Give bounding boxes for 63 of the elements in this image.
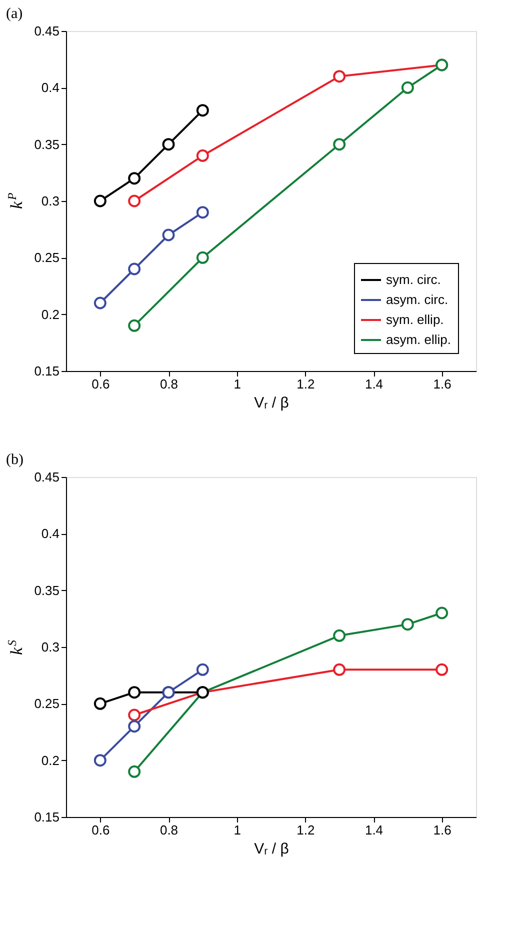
y-tick-label: 0.45 bbox=[34, 24, 60, 38]
x-tick-label: 0.8 bbox=[160, 376, 178, 392]
point bbox=[333, 70, 346, 83]
point bbox=[128, 172, 141, 185]
y-tick-label: 0.15 bbox=[34, 810, 60, 824]
y-tick-label: 0.15 bbox=[34, 364, 60, 378]
y-axis-title: kP bbox=[5, 192, 26, 209]
x-tick-label: 1.4 bbox=[364, 376, 384, 392]
point bbox=[128, 720, 141, 733]
y-tick-label: 0.4 bbox=[41, 80, 60, 96]
point bbox=[128, 262, 141, 276]
y-tick-label: 0.45 bbox=[34, 470, 60, 484]
point bbox=[196, 663, 209, 676]
x-tick-label: 1 bbox=[234, 822, 241, 838]
x-tick-label: 1 bbox=[234, 376, 241, 392]
y-tick-label: 0.3 bbox=[41, 194, 60, 208]
y-tick-label: 0.25 bbox=[34, 250, 60, 266]
point bbox=[128, 194, 141, 208]
chart-title: (a) bbox=[6, 6, 23, 22]
point bbox=[196, 104, 209, 117]
y-tick-label: 0.4 bbox=[41, 526, 60, 542]
point bbox=[333, 629, 346, 642]
x-axis-title: Vᵣ / β bbox=[254, 840, 290, 858]
y-tick-label: 0.3 bbox=[41, 640, 60, 654]
point bbox=[436, 606, 448, 620]
chart-title: (b) bbox=[6, 452, 24, 468]
point bbox=[196, 206, 209, 219]
point bbox=[94, 754, 106, 767]
y-tick-label: 0.35 bbox=[34, 582, 60, 598]
point bbox=[94, 296, 106, 310]
point bbox=[196, 251, 209, 264]
point bbox=[436, 663, 448, 676]
point bbox=[128, 765, 141, 778]
y-tick-label: 0.2 bbox=[41, 752, 60, 768]
y-tick-label: 0.2 bbox=[41, 306, 60, 322]
legend-label: sym. ellip. bbox=[386, 312, 444, 327]
x-tick-label: 0.8 bbox=[160, 822, 178, 838]
point bbox=[128, 686, 141, 699]
point bbox=[401, 618, 414, 631]
x-tick-label: 1.2 bbox=[296, 822, 315, 838]
point bbox=[128, 708, 141, 722]
point bbox=[162, 228, 175, 242]
point bbox=[94, 697, 106, 710]
point bbox=[162, 138, 175, 151]
x-tick-label: 0.6 bbox=[92, 376, 110, 392]
point bbox=[333, 138, 346, 151]
legend-label: asym. ellip. bbox=[386, 332, 452, 347]
x-axis-title: Vᵣ / β bbox=[254, 394, 290, 412]
y-tick-label: 0.25 bbox=[34, 696, 60, 712]
legend-label: asym. circ. bbox=[386, 292, 448, 307]
x-tick-label: 0.6 bbox=[92, 822, 110, 838]
x-tick-label: 1.2 bbox=[296, 376, 315, 392]
point bbox=[401, 81, 414, 94]
y-tick-label: 0.35 bbox=[34, 136, 60, 152]
y-axis-title: kS bbox=[5, 640, 26, 655]
point bbox=[333, 663, 346, 676]
x-tick-label: 1.4 bbox=[364, 822, 384, 838]
point bbox=[94, 194, 106, 208]
point bbox=[196, 149, 209, 162]
point bbox=[128, 319, 141, 332]
x-tick-label: 1.6 bbox=[433, 822, 452, 838]
legend-label: sym. circ. bbox=[386, 272, 441, 287]
x-tick-label: 1.6 bbox=[433, 376, 452, 392]
